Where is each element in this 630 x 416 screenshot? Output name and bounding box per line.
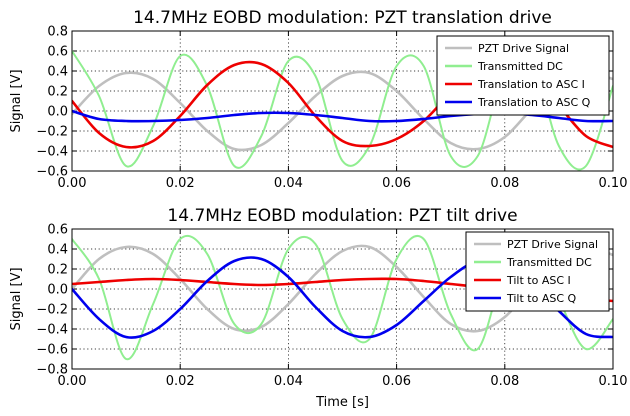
x-tick-label: 0.06 — [382, 176, 411, 191]
x-tick-label: 0.08 — [490, 176, 519, 191]
plot-frame — [71, 228, 614, 370]
legend-entry: Translation to ASC I — [477, 78, 585, 91]
x-axis-label: Time [s] — [315, 395, 369, 410]
y-tick-label: 0.0 — [47, 283, 68, 298]
x-tick-label: 0.02 — [166, 374, 195, 389]
x-tick-label: 0.00 — [58, 374, 87, 389]
x-tick-label: 0.02 — [166, 176, 195, 191]
y-tick-label: −0.8 — [36, 363, 68, 378]
legend-entry: Tilt to ASC I — [506, 274, 571, 287]
y-tick-label: −0.4 — [36, 145, 68, 160]
legend-entry: Translation to ASC Q — [477, 96, 591, 109]
x-tick-label: 0.04 — [274, 374, 303, 389]
y-tick-label: −0.6 — [36, 343, 68, 358]
legend-entry: PZT Drive Signal — [507, 238, 598, 251]
legend-entry: Transmitted DC — [506, 256, 592, 269]
series-line-1 — [72, 70, 613, 152]
chart-panel-1: 14.7MHz EOBD modulation: PZT translation… — [9, 8, 627, 191]
y-tick-label: 0.4 — [47, 65, 68, 80]
legend-entry: PZT Drive Signal — [478, 42, 569, 55]
legend-entry: Tilt to ASC Q — [506, 292, 577, 305]
y-tick-label: −0.6 — [36, 165, 68, 180]
y-tick-label: 0.6 — [47, 223, 68, 238]
plot-frame — [71, 30, 614, 172]
y-tick-label: −0.4 — [36, 323, 68, 338]
y-tick-label: 0.2 — [47, 263, 68, 278]
x-tick-label: 0.04 — [274, 176, 303, 191]
x-tick-label: 0.06 — [382, 374, 411, 389]
legend: PZT Drive Signal Transmitted DC Tilt to AS… — [465, 231, 610, 312]
chart-title: 14.7MHz EOBD modulation: PZT tilt drive — [167, 206, 517, 226]
chart-title: 14.7MHz EOBD modulation: PZT translation… — [133, 8, 552, 28]
x-tick-label: 0.10 — [599, 176, 628, 191]
y-axis-label: Signal [V] — [9, 69, 24, 132]
y-tick-label: −0.2 — [36, 303, 68, 318]
y-tick-label: −0.2 — [36, 125, 68, 140]
y-tick-label: 0.0 — [47, 105, 68, 120]
legend: PZT Drive Signal Transmitted DC Translatio… — [436, 35, 610, 116]
y-axis-label: Signal [V] — [9, 267, 24, 330]
y-tick-label: 0.2 — [47, 85, 68, 100]
y-tick-label: 0.6 — [47, 45, 68, 60]
legend-entry: Transmitted DC — [477, 60, 563, 73]
chart-panel-2: 14.7MHz EOBD modulation: PZT tilt drive 0… — [9, 206, 627, 410]
y-tick-label: 0.4 — [47, 243, 68, 258]
x-tick-label: 0.08 — [490, 374, 519, 389]
y-tick-label: 0.8 — [47, 25, 68, 40]
x-tick-label: 0.00 — [58, 176, 87, 191]
x-tick-label: 0.10 — [599, 374, 628, 389]
